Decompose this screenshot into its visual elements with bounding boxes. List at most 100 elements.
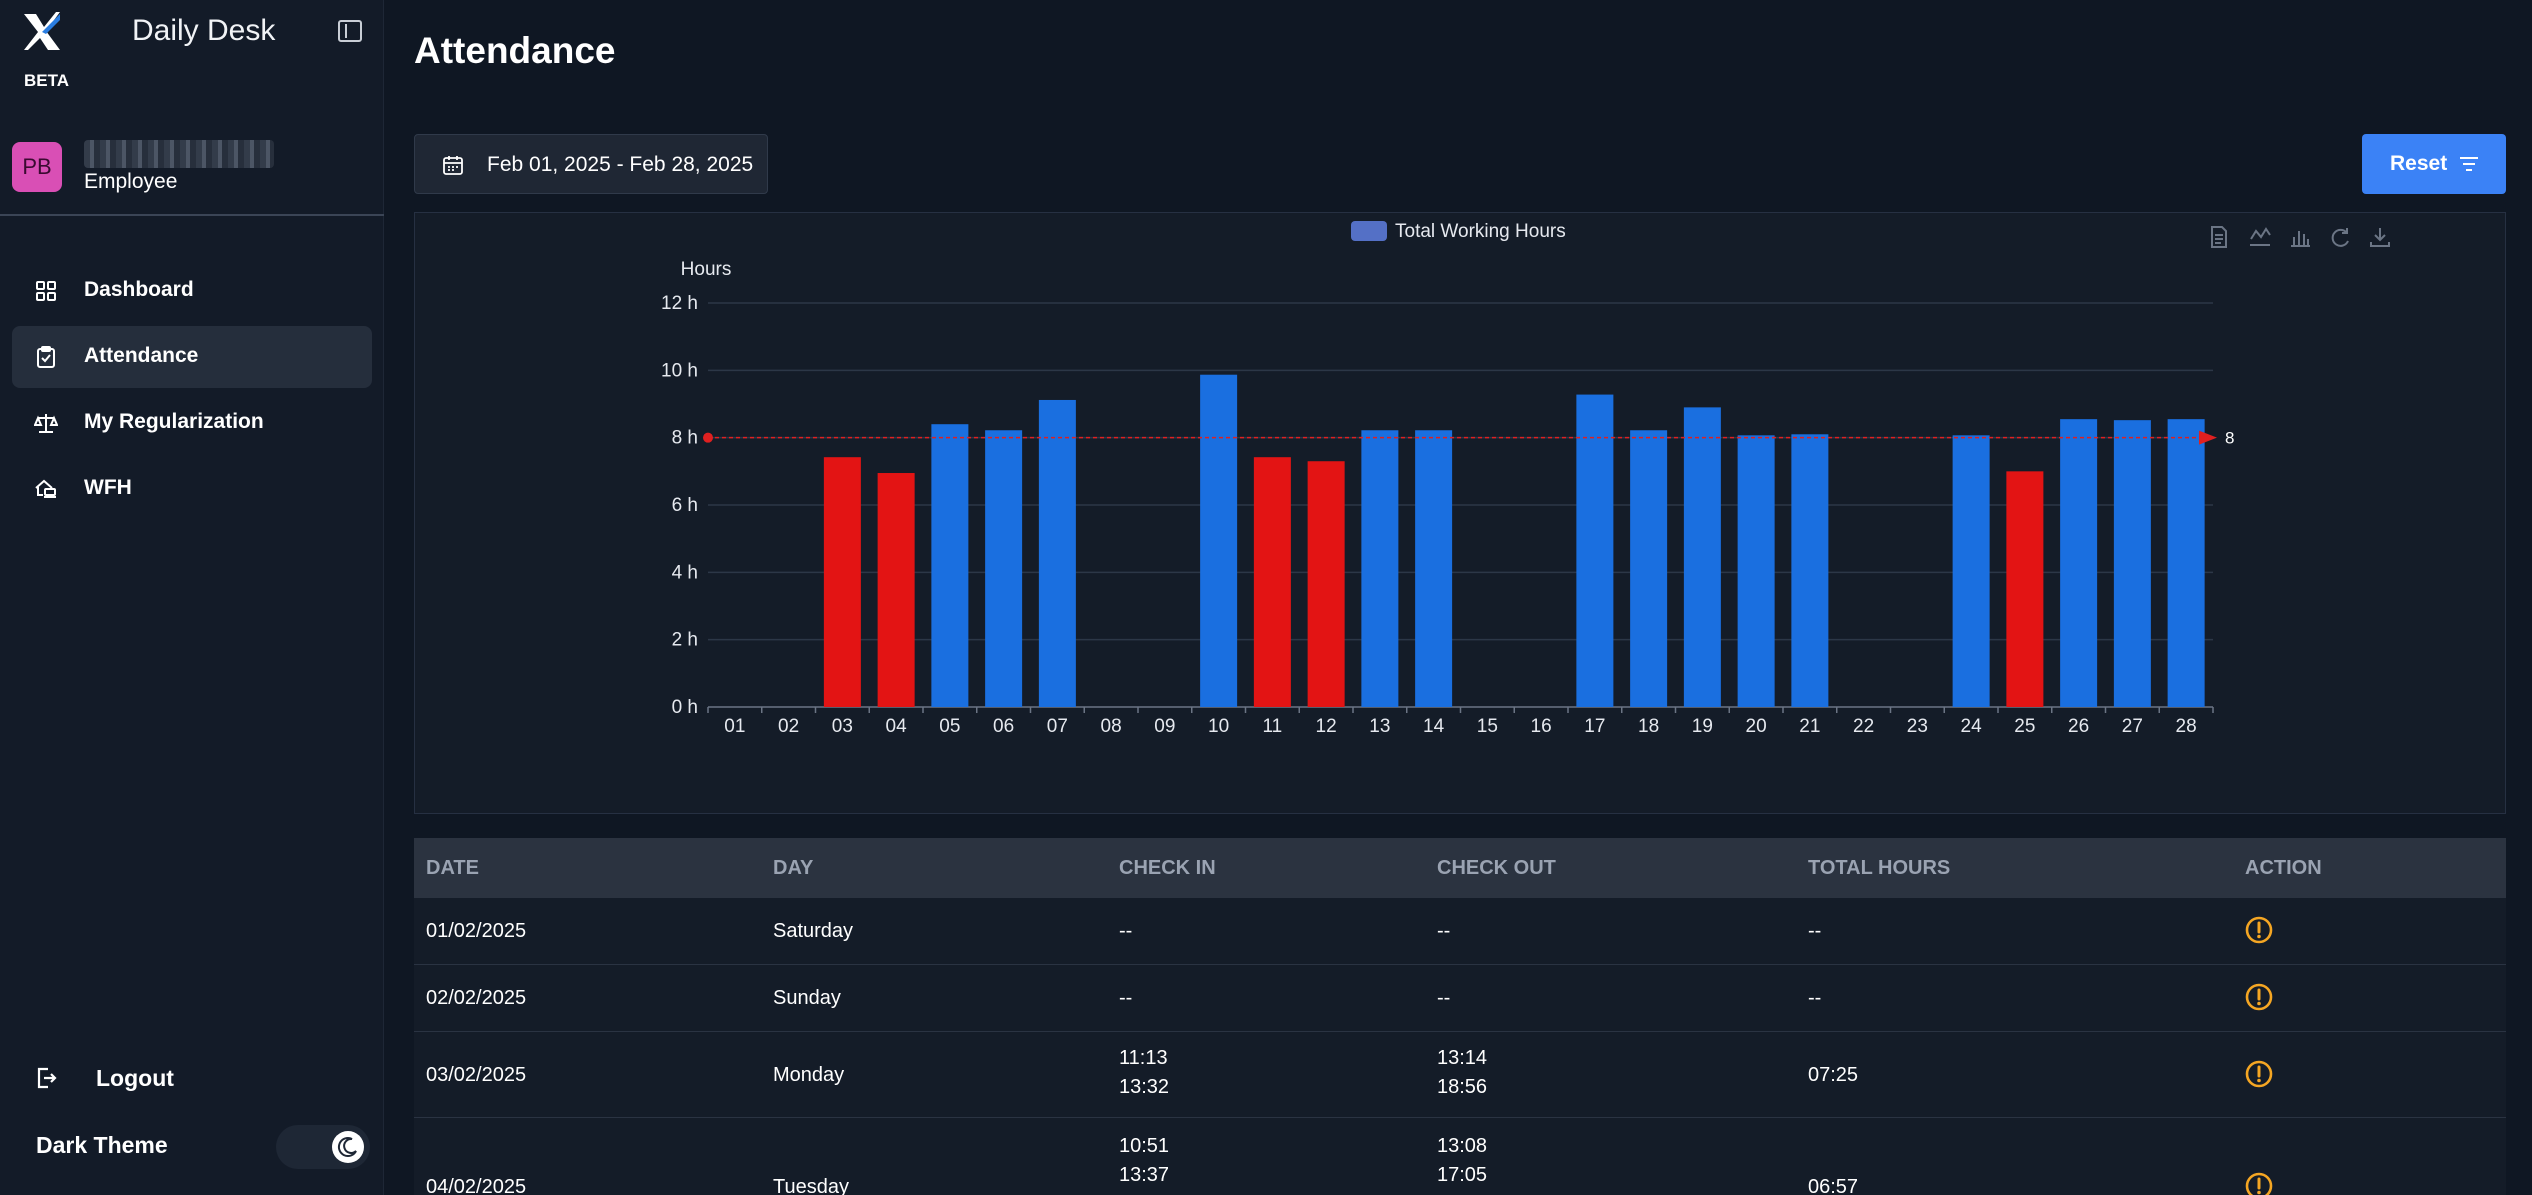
download-icon[interactable] [2370, 228, 2390, 247]
table-row[interactable]: 02/02/2025 Sunday -- -- -- [414, 965, 2506, 1032]
sidebar-item-label: WFH [84, 476, 132, 499]
reset-label: Reset [2390, 152, 2448, 175]
bar-chart-icon[interactable] [2291, 231, 2310, 247]
alert-circle-icon[interactable] [2244, 1059, 2274, 1089]
check-out-cell: 18:56 [1437, 1076, 1488, 1098]
sidebar-toggle-icon[interactable] [338, 20, 362, 42]
target-line-label: 8 [2225, 429, 2234, 448]
attendance-bar-chart: Total Working Hours Hours 0 h 2 h 4 h 6 h 8 h 1… [661, 221, 2390, 737]
x-tick-label: 16 [1531, 716, 1552, 737]
alert-circle-icon[interactable] [2244, 915, 2274, 945]
check-in-cell: -- [1119, 920, 1133, 942]
y-tick-label: 8 h [672, 428, 698, 449]
x-tick-label: 14 [1423, 716, 1445, 737]
total-hours-cell: 07:25 [1808, 1063, 1859, 1086]
attendance-table: DATE DAY CHECK IN CHECK OUT TOTAL HOURS ACTIO… [414, 838, 2506, 1195]
restore-icon[interactable] [2331, 228, 2349, 247]
x-tick-label: 24 [1961, 716, 1983, 737]
chart-bar[interactable] [1737, 435, 1775, 707]
page-title: Attendance [414, 30, 616, 71]
y-tick-label: 0 h [672, 697, 698, 718]
alert-circle-icon[interactable] [2244, 1171, 2274, 1195]
x-tick-label: 22 [1853, 716, 1874, 737]
day-cell: Sunday [773, 987, 841, 1009]
x-tick-label: 23 [1907, 716, 1928, 737]
sidebar-item-wfh[interactable]: WFH [12, 458, 372, 520]
x-tick-label: 20 [1746, 716, 1767, 737]
x-tick-label: 15 [1477, 716, 1498, 737]
chart-bar[interactable] [985, 430, 1023, 707]
chart-bar[interactable] [2113, 420, 2151, 707]
legend-swatch[interactable] [1351, 221, 1387, 241]
alert-circle-icon[interactable] [2244, 982, 2274, 1012]
chart-bar[interactable] [1361, 430, 1399, 707]
chart-bar[interactable] [1307, 461, 1345, 707]
line-chart-icon[interactable] [2250, 227, 2271, 246]
total-hours-cell: 06:57 [1808, 1176, 1859, 1195]
logout-button[interactable]: Logout [32, 1060, 332, 1100]
chart-bar[interactable] [1200, 374, 1238, 707]
dark-theme-toggle[interactable] [276, 1125, 370, 1169]
sidebar-item-my-regularization[interactable]: My Regularization [12, 392, 372, 454]
user-profile[interactable]: PB Employee [12, 140, 372, 200]
check-out-cell: -- [1437, 920, 1451, 942]
date-cell: 03/02/2025 [426, 1063, 527, 1086]
column-header: CHECK IN [1119, 857, 1216, 879]
chart-bar[interactable] [1253, 457, 1291, 707]
beta-badge: BETA [24, 71, 70, 90]
app-logo-icon [24, 12, 60, 50]
chart-bar[interactable] [1576, 394, 1614, 707]
home-laptop-icon [35, 479, 56, 498]
filter-icon [2460, 157, 2478, 171]
x-tick-label: 13 [1369, 716, 1390, 737]
chart-bar[interactable] [823, 457, 861, 707]
column-header: TOTAL HOURS [1808, 857, 1951, 879]
chart-bar[interactable] [1683, 407, 1721, 707]
x-tick-label: 06 [993, 716, 1014, 737]
y-tick-label: 2 h [672, 630, 698, 651]
x-tick-label: 04 [886, 716, 908, 737]
check-out-cell: -- [1437, 987, 1451, 1009]
table-row[interactable]: 03/02/2025 Monday 11:13 13:32 13:14 18:56 07:2… [414, 1032, 2506, 1118]
check-out-cell: 13:08 [1437, 1135, 1488, 1157]
table-body: 01/02/2025 Saturday -- -- -- 02/02/2025 Sunday… [414, 898, 2506, 1195]
app-name: Daily Desk [132, 14, 276, 47]
sidebar-item-dashboard[interactable]: Dashboard [12, 260, 372, 322]
check-in-cell: 10:51 [1119, 1135, 1170, 1157]
chart-bar[interactable] [877, 473, 915, 707]
x-tick-label: 12 [1316, 716, 1337, 737]
user-role: Employee [84, 170, 178, 193]
theme-row: Dark Theme [36, 1125, 376, 1169]
clipboard-check-icon [37, 346, 55, 368]
chart-bar[interactable] [931, 424, 969, 707]
chart-bar[interactable] [1630, 430, 1668, 707]
chart-bar[interactable] [2167, 419, 2205, 707]
attendance-chart-panel: Total Working Hours Hours 0 h 2 h 4 h 6 h 8 h 1… [414, 212, 2506, 814]
chart-bar[interactable] [1791, 434, 1829, 707]
day-cell: Saturday [773, 920, 854, 942]
calendar-icon [443, 156, 463, 175]
chart-bar[interactable] [1038, 399, 1076, 707]
data-view-icon[interactable] [2211, 226, 2227, 248]
chart-bar[interactable] [2006, 471, 2044, 707]
avatar: PB [12, 142, 62, 192]
date-range-text: Feb 01, 2025 - Feb 28, 2025 [487, 153, 754, 176]
sidebar-item-attendance[interactable]: Attendance [12, 326, 372, 388]
grid-icon [36, 281, 56, 301]
check-in-cell: -- [1119, 987, 1133, 1009]
table-row[interactable]: 01/02/2025 Saturday -- -- -- [414, 898, 2506, 965]
scale-icon [34, 414, 58, 433]
x-tick-label: 27 [2122, 716, 2143, 737]
column-header: CHECK OUT [1437, 857, 1556, 879]
chart-bar[interactable] [1415, 430, 1453, 707]
date-range-picker[interactable]: Feb 01, 2025 - Feb 28, 2025 [414, 134, 768, 194]
user-name-redacted [84, 140, 274, 168]
legend-label: Total Working Hours [1395, 221, 1566, 242]
reset-button[interactable]: Reset [2362, 134, 2506, 194]
chart-bar[interactable] [2060, 419, 2098, 707]
chart-bar[interactable] [1952, 435, 1990, 707]
x-tick-label: 10 [1208, 716, 1229, 737]
table-row[interactable]: 04/02/2025 Tuesday 10:51 13:37 13:08 17:05 06:… [414, 1118, 2506, 1195]
sidebar: Daily Desk BETA PB Employee Dashboard [0, 0, 384, 1195]
column-header: DATE [426, 857, 479, 879]
